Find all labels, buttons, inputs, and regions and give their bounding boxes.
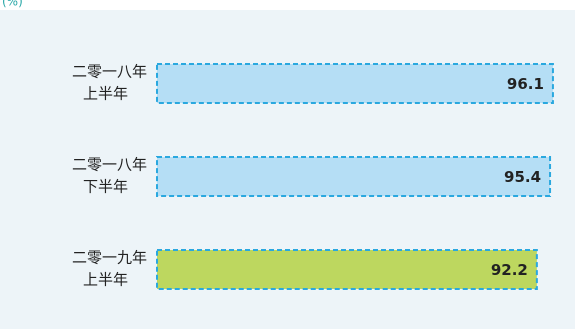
value-label: 96.1: [507, 75, 544, 93]
bar: [156, 63, 554, 104]
category-label: 二零一九年: [72, 249, 147, 267]
value-label: 95.4: [504, 168, 541, 186]
unit-label: (%): [2, 0, 23, 9]
category-label: 上半年: [83, 271, 128, 289]
bar: [156, 156, 552, 197]
category-label: 二零一八年: [72, 63, 147, 81]
category-label: 上半年: [83, 85, 128, 103]
category-label: 下半年: [83, 178, 128, 196]
value-label: 92.2: [491, 261, 528, 279]
category-label: 二零一八年: [72, 156, 147, 174]
bar: [156, 249, 538, 290]
